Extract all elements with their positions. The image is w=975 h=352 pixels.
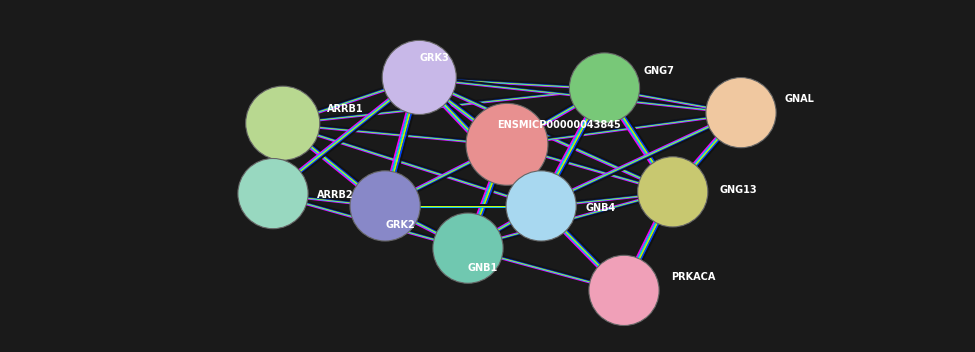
Text: GNB4: GNB4 bbox=[585, 203, 615, 213]
Ellipse shape bbox=[433, 213, 503, 283]
Text: GRK2: GRK2 bbox=[385, 220, 415, 230]
Ellipse shape bbox=[246, 86, 320, 160]
Text: ENSMICP00000043845: ENSMICP00000043845 bbox=[497, 120, 621, 130]
Ellipse shape bbox=[706, 77, 776, 148]
Text: PRKACA: PRKACA bbox=[671, 272, 716, 282]
Ellipse shape bbox=[506, 171, 576, 241]
Ellipse shape bbox=[238, 158, 308, 229]
Ellipse shape bbox=[350, 171, 420, 241]
Ellipse shape bbox=[382, 40, 456, 114]
Text: GNG7: GNG7 bbox=[644, 66, 675, 76]
Ellipse shape bbox=[569, 53, 640, 123]
Text: ARRB2: ARRB2 bbox=[317, 190, 354, 200]
Text: GNAL: GNAL bbox=[785, 94, 815, 104]
Ellipse shape bbox=[466, 103, 548, 185]
Text: ARRB1: ARRB1 bbox=[327, 104, 364, 114]
Text: GNB1: GNB1 bbox=[468, 263, 498, 272]
Ellipse shape bbox=[589, 255, 659, 326]
Ellipse shape bbox=[638, 157, 708, 227]
Text: GRK3: GRK3 bbox=[419, 53, 449, 63]
Text: GNG13: GNG13 bbox=[720, 185, 758, 195]
